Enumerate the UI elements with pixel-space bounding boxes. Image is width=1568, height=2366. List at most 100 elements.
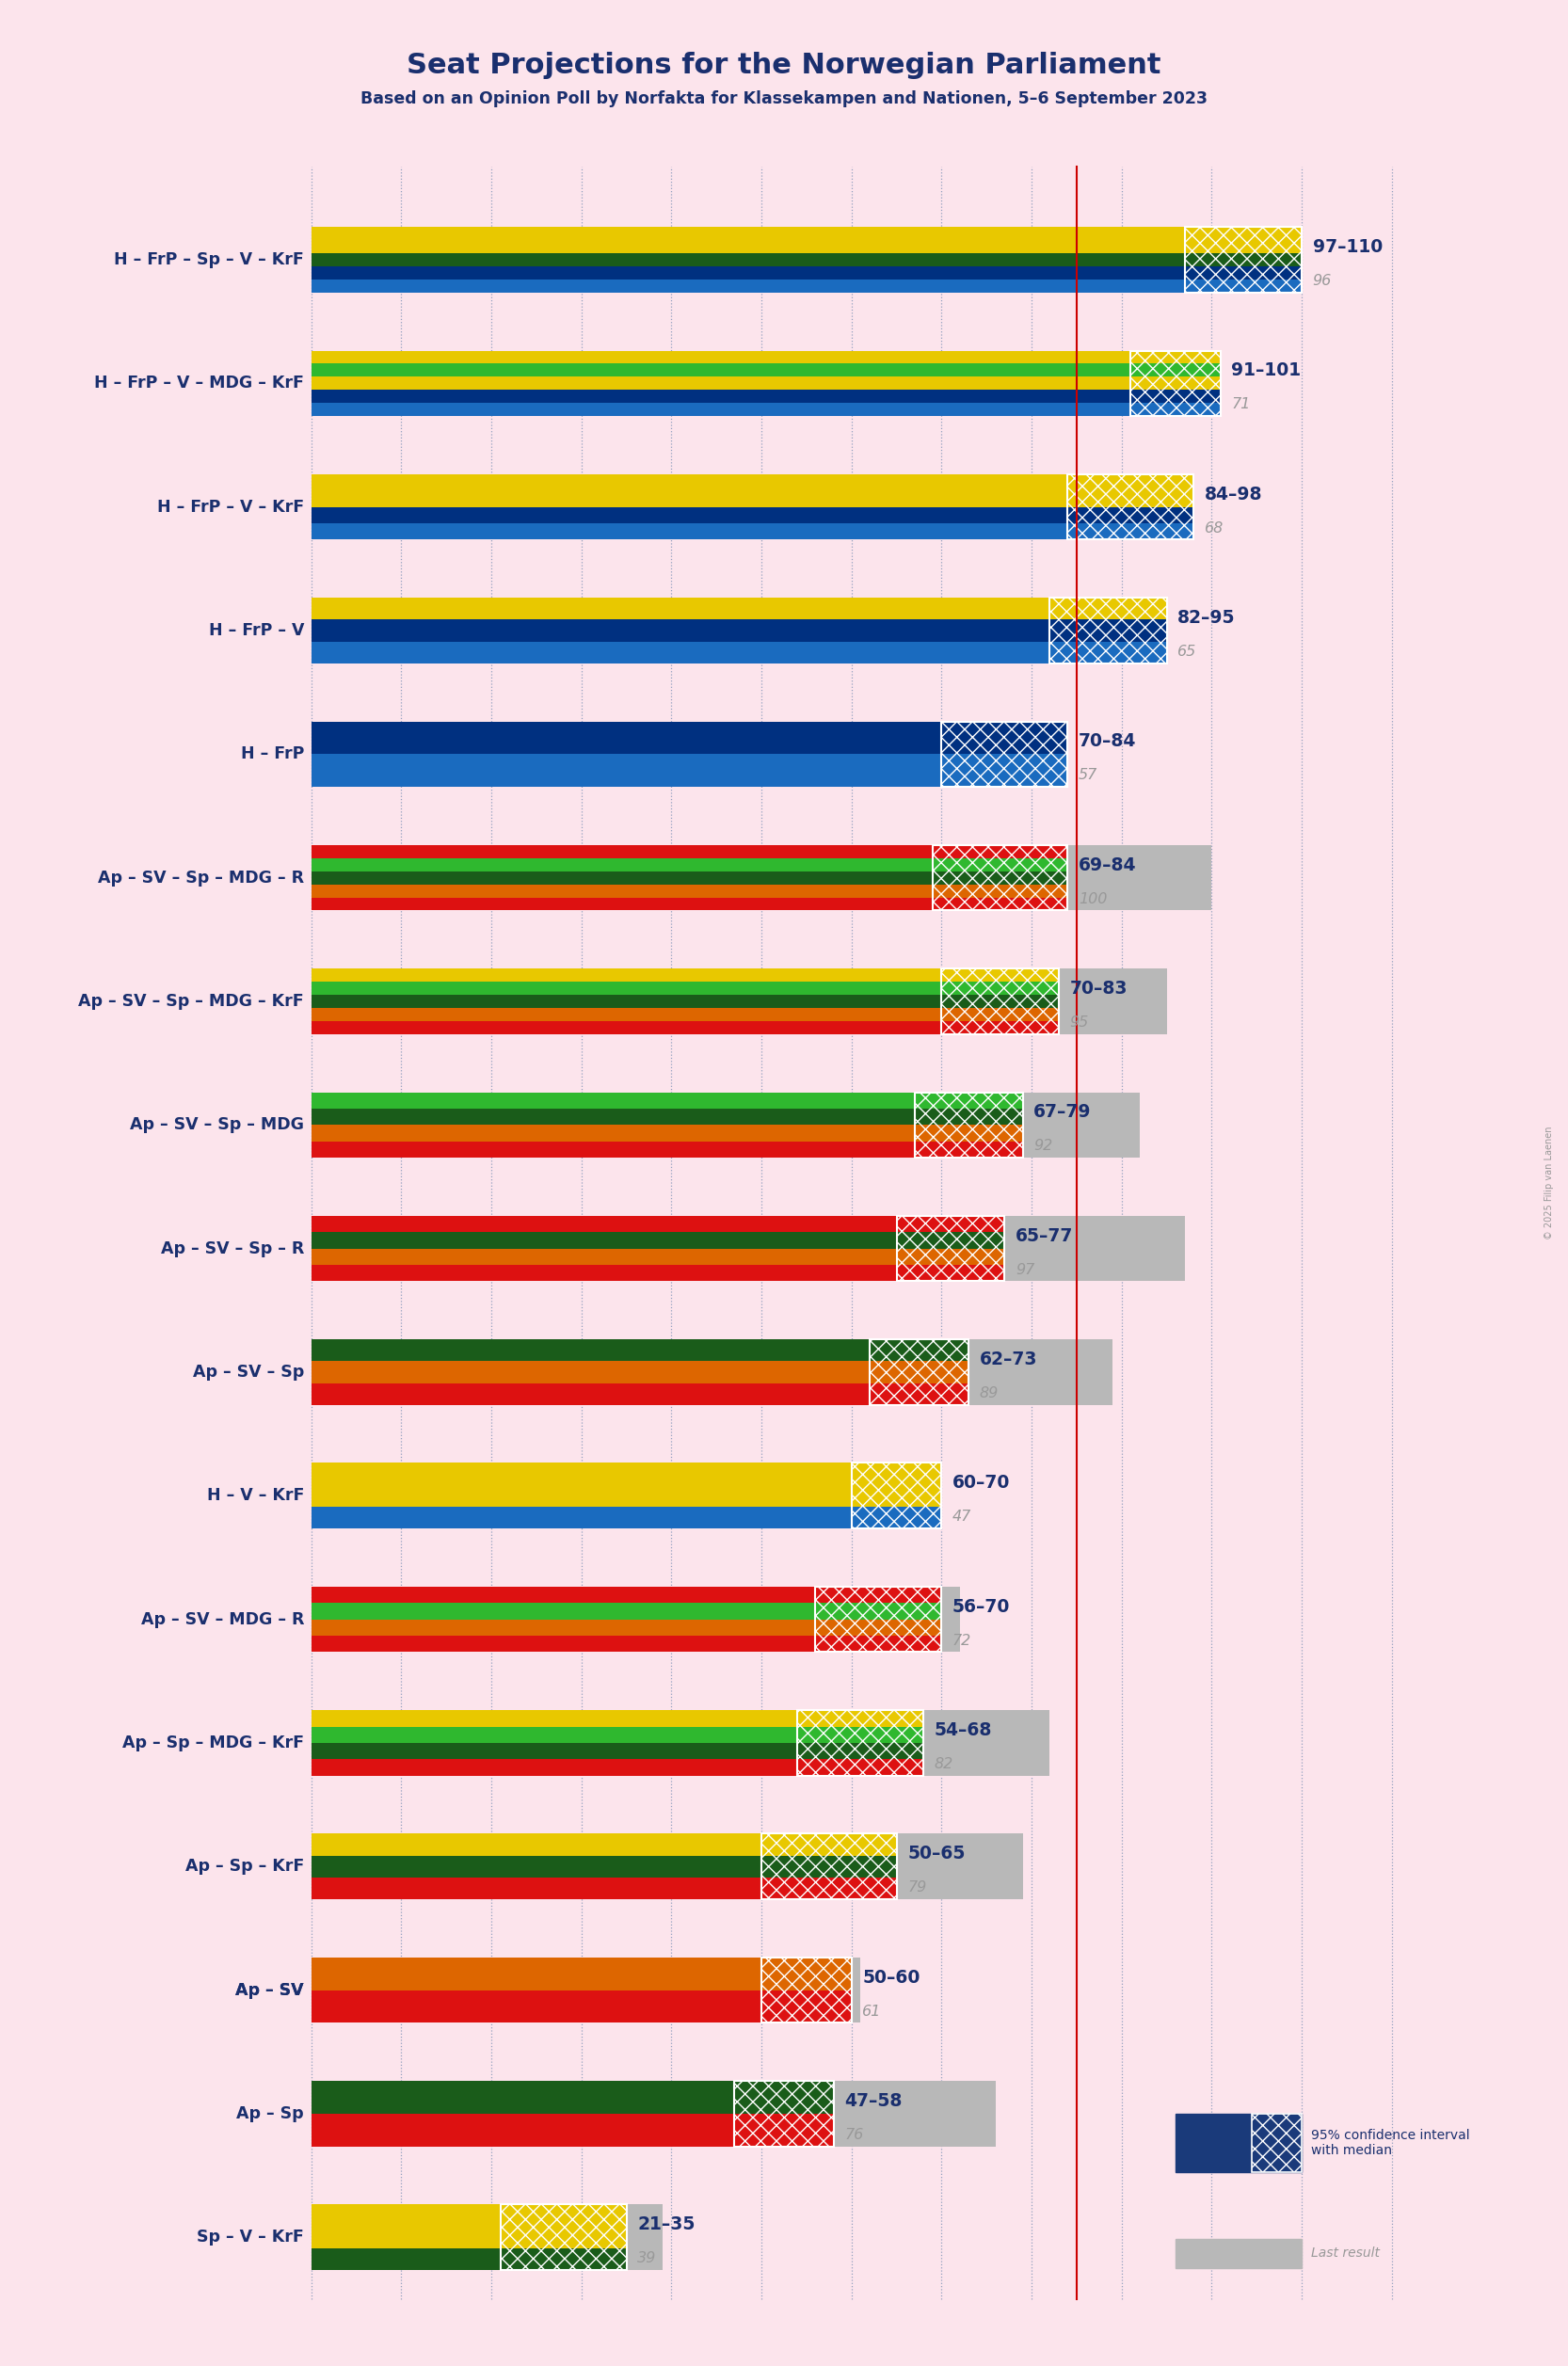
Text: Ap – SV – Sp – MDG – R: Ap – SV – Sp – MDG – R	[97, 868, 304, 887]
Bar	[897, 1233, 1005, 1249]
Text: H – FrP – V – KrF: H – FrP – V – KrF	[157, 499, 304, 516]
Bar	[312, 253, 1185, 267]
Bar	[933, 859, 1068, 871]
Text: 91–101: 91–101	[1231, 362, 1301, 379]
Text: Ap – SV: Ap – SV	[235, 1983, 304, 1999]
Bar	[762, 1957, 851, 1990]
Text: © 2025 Filip van Laenen: © 2025 Filip van Laenen	[1544, 1126, 1554, 1240]
Bar	[312, 1339, 1113, 1405]
Bar	[941, 722, 1068, 788]
Bar	[312, 2248, 500, 2269]
Bar	[312, 279, 1185, 293]
Bar	[1049, 599, 1167, 620]
Bar	[914, 1124, 1022, 1140]
Bar	[312, 755, 941, 788]
Text: 96: 96	[1312, 274, 1331, 289]
Text: 72: 72	[952, 1633, 972, 1647]
Bar	[870, 1360, 969, 1384]
Bar	[933, 897, 1068, 911]
Bar	[312, 1093, 1140, 1157]
Bar	[941, 994, 1058, 1008]
Bar	[312, 1855, 762, 1876]
Text: 92: 92	[1033, 1138, 1052, 1152]
Text: Ap – Sp – MDG – KrF: Ap – Sp – MDG – KrF	[122, 1734, 304, 1751]
Text: 39: 39	[637, 2252, 657, 2267]
Text: 69–84: 69–84	[1079, 856, 1137, 873]
Bar	[1131, 350, 1221, 416]
Bar	[312, 845, 1212, 911]
Text: Ap – Sp – KrF: Ap – Sp – KrF	[185, 1857, 304, 1874]
Bar	[815, 1588, 941, 1651]
Bar	[851, 1486, 941, 1507]
Bar	[815, 1588, 941, 1651]
Bar	[312, 1711, 1049, 1774]
Text: 70–84: 70–84	[1079, 733, 1137, 750]
Bar	[312, 490, 1068, 506]
Text: Ap – SV: Ap – SV	[235, 1983, 304, 1999]
Text: 50–65: 50–65	[908, 1845, 966, 1862]
Bar	[500, 2226, 627, 2248]
Bar	[312, 1588, 960, 1651]
Bar	[1049, 620, 1167, 641]
Text: Ap – SV – Sp: Ap – SV – Sp	[193, 1363, 304, 1382]
Bar	[312, 1339, 870, 1360]
Bar	[312, 523, 1068, 539]
Bar	[1185, 227, 1301, 293]
Text: 76: 76	[844, 2127, 864, 2141]
Bar	[312, 1110, 914, 1124]
Bar	[312, 350, 1131, 364]
Bar	[1131, 376, 1221, 390]
Bar	[312, 1216, 1185, 1282]
Bar	[815, 1618, 941, 1635]
Bar	[312, 1233, 897, 1249]
Bar	[941, 1022, 1058, 1034]
Bar	[312, 1602, 815, 1618]
Bar	[1251, 2113, 1301, 2172]
Bar	[933, 885, 1068, 897]
Text: Ap – SV – Sp – MDG: Ap – SV – Sp – MDG	[130, 1117, 304, 1133]
Text: 89: 89	[980, 1386, 999, 1401]
Bar	[1131, 350, 1221, 364]
Bar	[312, 1008, 941, 1022]
Bar	[933, 845, 1068, 911]
Bar	[1185, 279, 1301, 293]
Bar	[798, 1760, 924, 1774]
Bar	[914, 1093, 1022, 1157]
Bar	[798, 1711, 924, 1774]
Bar	[762, 1957, 851, 2023]
Bar	[312, 2113, 734, 2146]
Bar	[1068, 473, 1193, 539]
Bar	[312, 2082, 734, 2113]
Bar	[312, 968, 1167, 1034]
Text: 95% confidence interval
with median: 95% confidence interval with median	[1311, 2129, 1469, 2158]
Bar	[1176, 2238, 1301, 2269]
Bar	[312, 1760, 798, 1774]
Text: 65–77: 65–77	[1016, 1228, 1073, 1245]
Bar	[312, 1727, 798, 1744]
Bar	[312, 1022, 941, 1034]
Bar	[734, 2082, 834, 2113]
Bar	[500, 2205, 627, 2269]
Bar	[941, 968, 1058, 982]
Text: 21–35: 21–35	[637, 2215, 695, 2234]
Bar	[500, 2248, 627, 2269]
Bar	[312, 1462, 734, 1528]
Bar	[312, 1360, 870, 1384]
Bar	[312, 994, 941, 1008]
Text: Ap – SV – Sp – R: Ap – SV – Sp – R	[160, 1240, 304, 1256]
Bar	[312, 982, 941, 994]
Text: 82: 82	[935, 1758, 953, 1772]
Bar	[1176, 2113, 1251, 2172]
Bar	[734, 2113, 834, 2146]
Text: Based on an Opinion Poll by Norfakta for Klassekampen and Nationen, 5–6 Septembe: Based on an Opinion Poll by Norfakta for…	[361, 90, 1207, 106]
Bar	[312, 871, 933, 885]
Text: Ap – SV – Sp – MDG – KrF: Ap – SV – Sp – MDG – KrF	[78, 994, 304, 1010]
Bar	[1131, 390, 1221, 402]
Bar	[762, 1855, 897, 1876]
Bar	[1185, 267, 1301, 279]
Bar	[500, 2205, 627, 2269]
Text: 47–58: 47–58	[844, 2092, 902, 2110]
Bar	[312, 885, 933, 897]
Bar	[1131, 364, 1221, 376]
Bar	[312, 390, 1131, 402]
